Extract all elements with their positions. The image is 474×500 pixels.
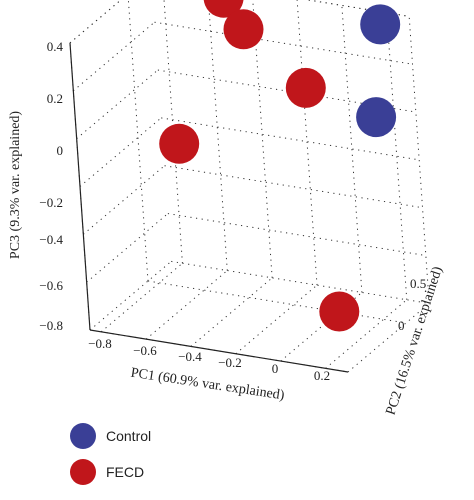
- grid-line-edge: [347, 303, 430, 373]
- point-fecd-4: [159, 123, 200, 164]
- grid-line-floor-x: [100, 262, 183, 333]
- grid-line-edge: [69, 0, 122, 44]
- grid-line-floor-x: [190, 277, 273, 347]
- grid-line-left-z: [86, 213, 169, 283]
- legend-swatch-fecd: [70, 459, 96, 485]
- grid-line-edge: [408, 16, 430, 304]
- point-control-2: [356, 97, 397, 138]
- z-axis-label: PC3 (9.3% var. explained): [8, 111, 23, 259]
- legend-item-fecd: FECD: [70, 458, 151, 486]
- grid-line-left-z: [76, 69, 159, 140]
- point-fecd-3: [285, 67, 326, 108]
- grid-line-left-z: [82, 165, 165, 235]
- grid-line-back-x: [163, 0, 183, 264]
- z-tick-label: −0.6: [39, 278, 63, 293]
- legend-label-control: Control: [106, 428, 152, 444]
- legend: Control FECD: [70, 422, 151, 494]
- grid-lines: [69, 0, 430, 373]
- grid-line-back-x: [207, 0, 228, 271]
- grid-line-floor-x: [325, 299, 408, 369]
- z-tick-label: −0.8: [39, 318, 63, 333]
- pca-3d-scatter-plot: 0.4 0.2 0 −0.2 −0.4 −0.6 −0.8 −0.8 −0.6 −0.4 −0.2 0…: [8, 0, 446, 415]
- x-tick-label: 0: [272, 361, 279, 376]
- grid-line-left-y: [127, 0, 149, 282]
- grid-line-floor-x: [235, 284, 318, 355]
- y-tick-label: 0.5: [410, 276, 426, 291]
- x-tick-label: −0.6: [133, 343, 157, 358]
- z-tick-label: 0: [57, 143, 64, 158]
- grid-line-left-z: [72, 21, 155, 92]
- grid-line-back-z: [167, 213, 426, 257]
- z-tick-label: 0.2: [47, 91, 63, 106]
- grid-line-floor-y: [147, 280, 407, 324]
- x-tick-label: 0.2: [314, 368, 330, 383]
- point-fecd-2: [223, 9, 264, 50]
- point-control-1: [360, 4, 401, 45]
- z-tick-label: −0.2: [39, 195, 63, 210]
- y-tick-label: 0: [398, 318, 405, 333]
- legend-label-fecd: FECD: [106, 464, 145, 480]
- grid-line-back-x: [386, 12, 408, 300]
- grid-line-back-x: [296, 0, 318, 286]
- grid-line-floor-x: [280, 292, 363, 362]
- z-axis-line: [69, 42, 91, 331]
- x-axis-line: [89, 329, 349, 373]
- legend-item-control: Control: [70, 422, 151, 450]
- point-fecd-5: [319, 291, 360, 332]
- grid-line-back-x: [341, 5, 363, 293]
- z-tick-label: 0.4: [47, 39, 64, 54]
- axes: [69, 42, 349, 373]
- legend-swatch-control: [70, 423, 96, 449]
- x-tick-label: −0.8: [88, 336, 112, 351]
- tick-labels: 0.4 0.2 0 −0.2 −0.4 −0.6 −0.8 −0.8 −0.6 −0.4 −0.2 0…: [39, 39, 426, 383]
- grid-line-back-z: [164, 165, 423, 209]
- grid-line-floor-x: [145, 270, 228, 340]
- grid-line-left-z: [69, 0, 122, 44]
- grid-line-back-z: [171, 260, 430, 304]
- x-axis-label: PC1 (60.9% var. explained): [130, 366, 286, 404]
- z-tick-label: −0.4: [39, 232, 63, 247]
- x-tick-label: −0.2: [218, 355, 242, 370]
- data-points: [159, 0, 401, 332]
- grid-line-left-z: [79, 117, 162, 187]
- grid-line-left-z: [89, 261, 172, 331]
- x-tick-label: −0.4: [178, 349, 202, 364]
